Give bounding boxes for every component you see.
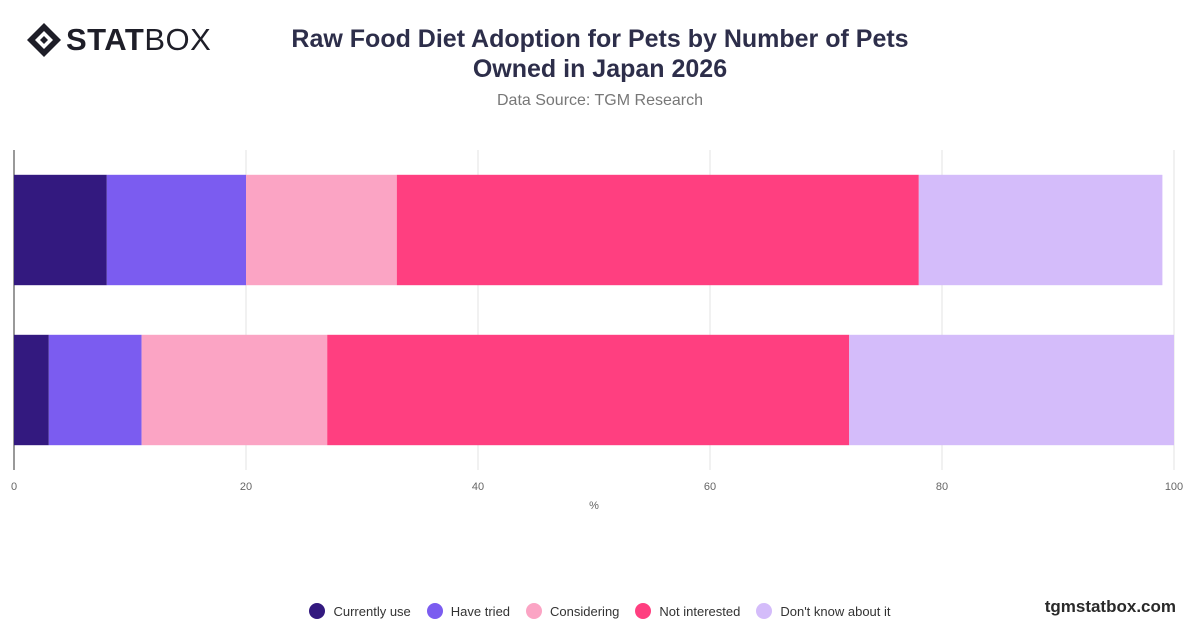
legend-item[interactable]: Not interested xyxy=(635,603,740,619)
legend-label: Don't know about it xyxy=(780,603,891,619)
chart-title: Raw Food Diet Adoption for Pets by Numbe… xyxy=(291,25,909,83)
legend-swatch xyxy=(309,603,326,619)
footer-brand: tgmstatbox.com xyxy=(1044,597,1176,616)
legend-swatch xyxy=(635,603,652,619)
bar-segment xyxy=(14,174,107,286)
x-tick-label: 80 xyxy=(936,481,948,493)
logo-text: STATBOX xyxy=(66,22,211,58)
bar-segment xyxy=(327,334,850,446)
legend-item[interactable]: Considering xyxy=(526,603,619,619)
bar-segment xyxy=(849,334,1174,446)
legend-label: Not interested xyxy=(659,603,741,619)
bar-segment xyxy=(14,334,49,446)
bar-segment xyxy=(141,334,328,446)
logo-text-light: BOX xyxy=(144,22,212,57)
legend-item[interactable]: Have tried xyxy=(426,603,511,619)
x-tick-label: 40 xyxy=(472,481,484,493)
legend-swatch xyxy=(756,603,773,619)
legend-label: Have tried xyxy=(450,603,511,619)
legend-swatch xyxy=(526,603,543,619)
bar-segment xyxy=(396,174,919,286)
logo-text-bold: STAT xyxy=(66,22,145,57)
bar-segment xyxy=(106,174,246,286)
diamond-logo-icon xyxy=(27,23,61,57)
legend-item[interactable]: Currently use xyxy=(309,603,411,619)
x-tick-label: 20 xyxy=(240,481,252,493)
x-axis-title: % xyxy=(589,500,599,512)
legend-label: Currently use xyxy=(333,603,411,619)
legend-swatch xyxy=(426,603,443,619)
legend-label: Considering xyxy=(550,603,620,619)
x-tick-label: 0 xyxy=(11,481,17,493)
bar-segment xyxy=(48,334,142,446)
chart-legend: Currently use Have tried Considering Not in… xyxy=(0,603,1200,619)
legend-item[interactable]: Don't know about it xyxy=(756,603,891,619)
statbox-logo: STATBOX xyxy=(26,22,211,58)
x-tick-label: 60 xyxy=(704,481,716,493)
x-tick-label: 100 xyxy=(1165,481,1183,493)
bar-segment xyxy=(246,174,397,286)
bar-segment xyxy=(918,174,1163,286)
chart-subtitle: Data Source: TGM Research xyxy=(496,92,703,109)
